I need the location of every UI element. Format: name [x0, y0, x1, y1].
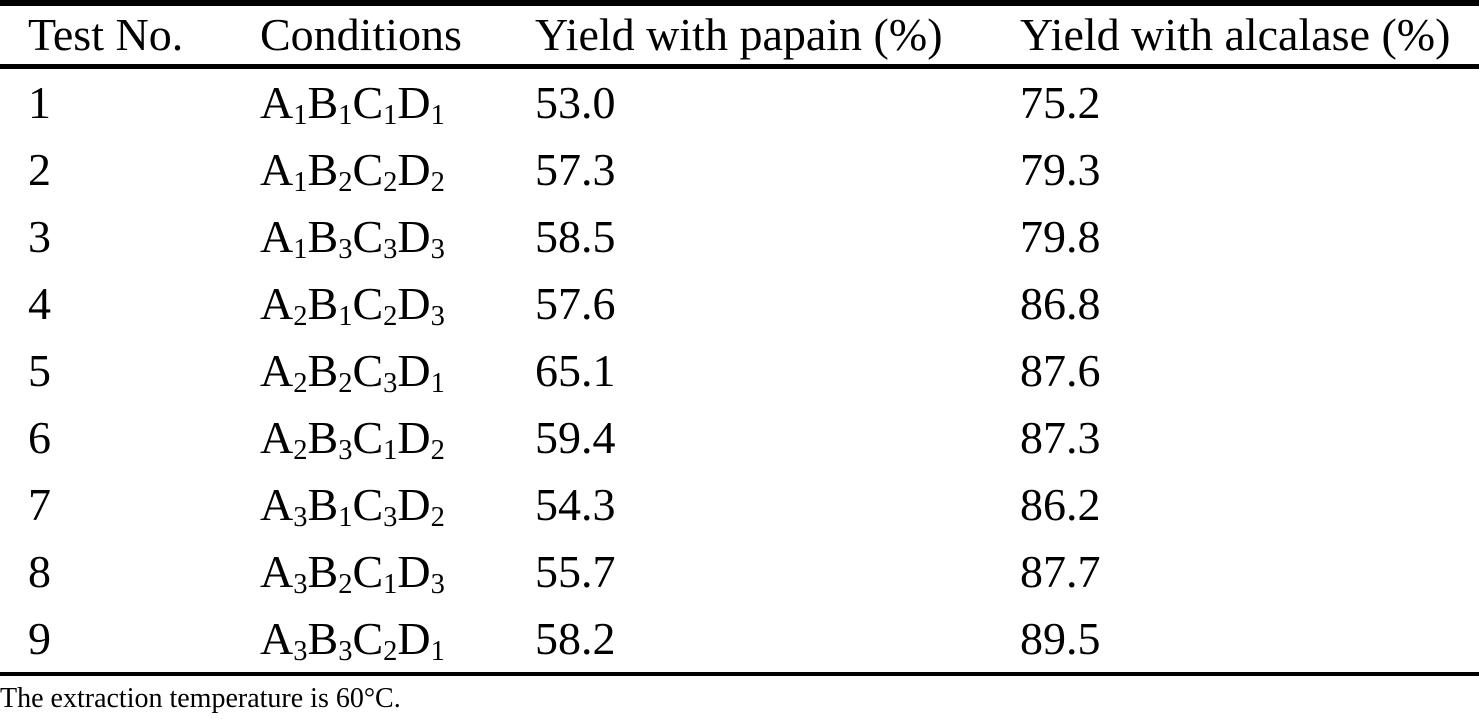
cell-test-no: 2 — [28, 143, 51, 195]
table-row: 2 A1B2C2D2 57.3 79.3 — [0, 136, 1479, 203]
condition-subscript: 3 — [293, 501, 308, 533]
cell-yield-alcalase: 87.6 — [1020, 344, 1101, 396]
cell-test-no: 1 — [28, 76, 51, 128]
condition-subscript: 2 — [430, 501, 445, 533]
condition-subscript: 3 — [383, 367, 398, 399]
condition-subscript: 2 — [383, 300, 398, 332]
cell-yield-alcalase: 89.5 — [1020, 612, 1101, 664]
cell-test-no: 5 — [28, 344, 51, 396]
condition-subscript: 1 — [293, 99, 308, 131]
condition-subscript: 1 — [383, 568, 398, 600]
cell-conditions: A1B2C2D2 — [260, 143, 445, 198]
cell-test-no: 8 — [28, 545, 51, 597]
cell-yield-alcalase: 87.7 — [1020, 545, 1101, 597]
column-header-test-no: Test No. — [0, 3, 260, 69]
table-row: 4 A2B1C2D3 57.6 86.8 — [0, 270, 1479, 337]
condition-subscript: 3 — [383, 233, 398, 265]
condition-subscript: 3 — [293, 568, 308, 600]
condition-subscript: 2 — [383, 166, 398, 198]
cell-test-no: 3 — [28, 210, 51, 262]
cell-yield-papain: 59.4 — [535, 411, 616, 463]
cell-yield-papain: 54.3 — [535, 478, 616, 530]
condition-subscript: 1 — [293, 233, 308, 265]
table-row: 3 A1B3C3D3 58.5 79.8 — [0, 203, 1479, 270]
condition-subscript: 1 — [430, 635, 445, 667]
cell-yield-papain: 57.6 — [535, 277, 616, 329]
condition-subscript: 1 — [338, 99, 353, 131]
table-footnote: The extraction temperature is 60°C. — [0, 683, 401, 714]
condition-subscript: 3 — [293, 635, 308, 667]
header-row: Test No. Conditions Yield with papain (%… — [0, 3, 1479, 69]
cell-conditions: A1B3C3D3 — [260, 210, 445, 265]
cell-yield-alcalase: 87.3 — [1020, 411, 1101, 463]
cell-test-no: 6 — [28, 411, 51, 463]
condition-subscript: 3 — [383, 501, 398, 533]
cell-test-no: 7 — [28, 478, 51, 530]
cell-yield-papain: 58.2 — [535, 612, 616, 664]
condition-subscript: 1 — [430, 367, 445, 399]
condition-subscript: 3 — [430, 233, 445, 265]
table-header: Test No. Conditions Yield with papain (%… — [0, 3, 1479, 69]
condition-subscript: 1 — [383, 99, 398, 131]
condition-subscript: 1 — [293, 166, 308, 198]
cell-conditions: A3B1C3D2 — [260, 478, 445, 533]
column-header-conditions: Conditions — [260, 3, 535, 69]
cell-conditions: A2B3C1D2 — [260, 411, 445, 466]
results-table: Test No. Conditions Yield with papain (%… — [0, 0, 1479, 676]
condition-subscript: 1 — [338, 501, 353, 533]
cell-conditions: A3B3C2D1 — [260, 612, 445, 667]
condition-subscript: 3 — [338, 434, 353, 466]
cell-test-no: 4 — [28, 277, 51, 329]
table-row: 6 A2B3C1D2 59.4 87.3 — [0, 404, 1479, 471]
condition-subscript: 3 — [338, 635, 353, 667]
cell-conditions: A1B1C1D1 — [260, 76, 445, 131]
table-row: 9 A3B3C2D1 58.2 89.5 — [0, 605, 1479, 674]
cell-conditions: A3B2C1D3 — [260, 545, 445, 600]
cell-yield-alcalase: 79.3 — [1020, 143, 1101, 195]
table-body: 1 A1B1C1D1 53.0 75.2 2 A1B2C2D2 57.3 79.3 3 A1B3C… — [0, 67, 1479, 675]
cell-yield-papain: 57.3 — [535, 143, 616, 195]
condition-subscript: 2 — [338, 367, 353, 399]
condition-subscript: 2 — [338, 568, 353, 600]
table-row: 7 A3B1C3D2 54.3 86.2 — [0, 471, 1479, 538]
condition-subscript: 2 — [293, 367, 308, 399]
condition-subscript: 2 — [338, 166, 353, 198]
condition-subscript: 3 — [430, 300, 445, 332]
table-row: 5 A2B2C3D1 65.1 87.6 — [0, 337, 1479, 404]
cell-yield-alcalase: 86.2 — [1020, 478, 1101, 530]
cell-yield-alcalase: 86.8 — [1020, 277, 1101, 329]
column-header-yield-papain: Yield with papain (%) — [535, 3, 1020, 69]
cell-yield-papain: 53.0 — [535, 76, 616, 128]
cell-yield-alcalase: 79.8 — [1020, 210, 1101, 262]
table-row: 1 A1B1C1D1 53.0 75.2 — [0, 67, 1479, 137]
cell-yield-papain: 58.5 — [535, 210, 616, 262]
column-header-yield-alcalase: Yield with alcalase (%) — [1020, 3, 1479, 69]
condition-subscript: 2 — [430, 166, 445, 198]
condition-subscript: 1 — [430, 99, 445, 131]
condition-subscript: 1 — [383, 434, 398, 466]
condition-subscript: 3 — [430, 568, 445, 600]
condition-subscript: 2 — [383, 635, 398, 667]
table-row: 8 A3B2C1D3 55.7 87.7 — [0, 538, 1479, 605]
cell-yield-papain: 65.1 — [535, 344, 616, 396]
cell-yield-papain: 55.7 — [535, 545, 616, 597]
condition-subscript: 2 — [293, 434, 308, 466]
cell-conditions: A2B2C3D1 — [260, 344, 445, 399]
condition-subscript: 1 — [338, 300, 353, 332]
condition-subscript: 2 — [430, 434, 445, 466]
cell-test-no: 9 — [28, 612, 51, 664]
cell-conditions: A2B1C2D3 — [260, 277, 445, 332]
condition-subscript: 3 — [338, 233, 353, 265]
cell-yield-alcalase: 75.2 — [1020, 76, 1101, 128]
condition-subscript: 2 — [293, 300, 308, 332]
